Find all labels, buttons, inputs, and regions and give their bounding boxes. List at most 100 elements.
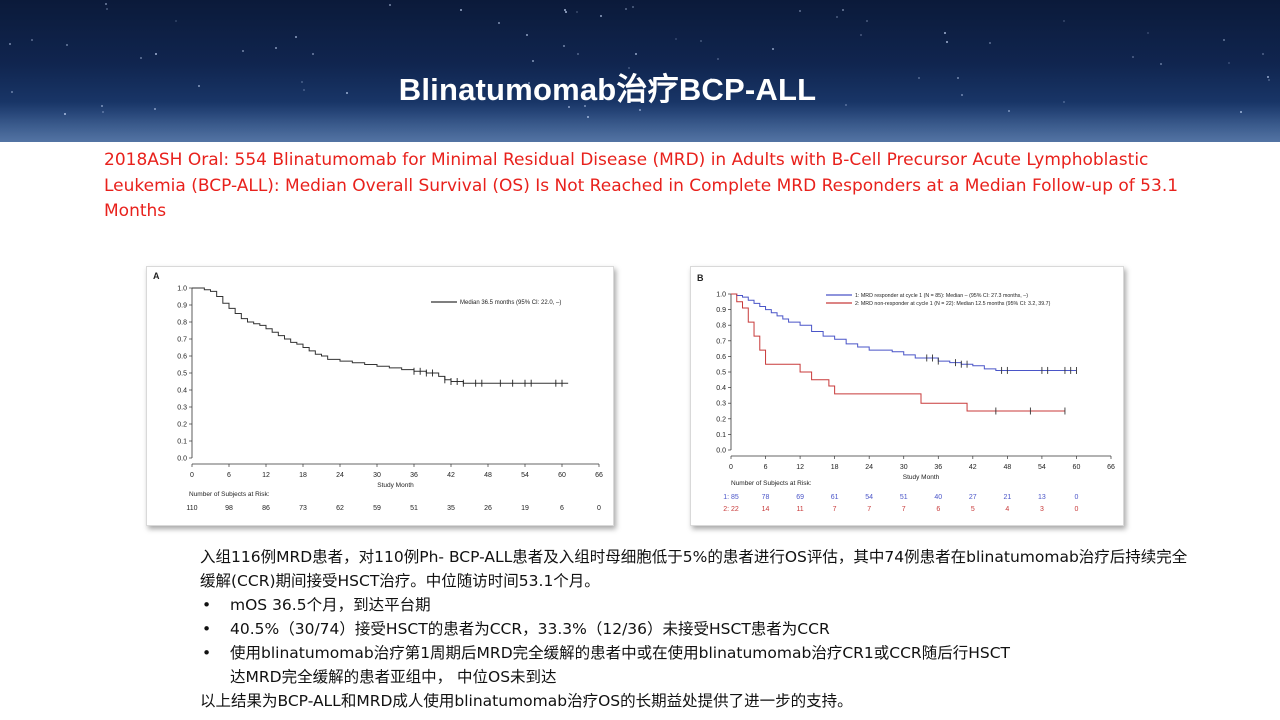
risk-value: 54 xyxy=(865,494,873,501)
star-decoration xyxy=(1131,56,1134,59)
risk-value: 40 xyxy=(934,494,942,501)
star-decoration xyxy=(1228,61,1231,64)
risk-value: 0 xyxy=(597,505,601,512)
star-decoration xyxy=(717,58,720,61)
x-axis-label: Study Month xyxy=(903,474,940,481)
x-tick-label: 42 xyxy=(969,464,977,471)
star-decoration xyxy=(798,10,801,13)
star-decoration xyxy=(625,7,628,10)
star-decoration xyxy=(101,111,104,114)
risk-value: 78 xyxy=(762,494,770,501)
x-tick-label: 24 xyxy=(336,472,344,479)
star-decoration xyxy=(527,81,530,84)
y-tick-label: 0.4 xyxy=(177,388,187,395)
star-decoration xyxy=(242,50,245,53)
star-decoration xyxy=(30,38,33,41)
star-decoration xyxy=(632,6,635,9)
legend-label: 2: MRD non-responder at cycle 1 (N = 22)… xyxy=(855,301,1051,307)
y-tick-label: 0.9 xyxy=(716,307,726,314)
risk-table-title: Number of Subjects at Risk: xyxy=(731,480,812,487)
notes-bullet-list: • mOS 36.5个月，到达平台期 • 40.5%（30/74）接受HSCT的患者… xyxy=(200,593,1200,689)
notes-bullet-text: 使用blinatumomab治疗第1周期后MRD完全缓解的患者中或在使用blin… xyxy=(230,644,1010,662)
x-tick-label: 30 xyxy=(900,464,908,471)
star-decoration xyxy=(139,57,142,60)
star-decoration xyxy=(174,19,177,22)
star-decoration xyxy=(859,33,862,36)
x-tick-label: 30 xyxy=(373,472,381,479)
star-decoration xyxy=(1147,31,1150,34)
risk-value: 51 xyxy=(900,494,908,501)
bullet-dot-icon: • xyxy=(202,644,212,662)
risk-value: 11 xyxy=(796,506,803,513)
x-tick-label: 36 xyxy=(410,472,418,479)
star-decoration xyxy=(302,89,305,92)
star-decoration xyxy=(1239,111,1242,114)
notes-intro: 入组116例MRD患者，对110例Ph- BCP-ALL患者及入组时母细胞低于5… xyxy=(200,548,1188,590)
risk-value: 14 xyxy=(762,506,770,513)
star-decoration xyxy=(8,43,11,46)
y-tick-label: 0.7 xyxy=(716,338,726,345)
risk-row-label: 2: 22 xyxy=(723,506,739,513)
bullet-dot-icon: • xyxy=(202,596,212,614)
risk-value: 110 xyxy=(186,505,197,512)
star-decoration xyxy=(64,112,67,115)
star-decoration xyxy=(960,93,963,96)
y-tick-label: 1.0 xyxy=(716,292,726,299)
x-tick-label: 54 xyxy=(521,472,529,479)
notes-bullet-text: mOS 36.5个月，到达平台期 xyxy=(230,596,431,614)
risk-value: 6 xyxy=(560,505,564,512)
star-decoration xyxy=(525,34,528,37)
x-tick-label: 66 xyxy=(595,472,603,479)
risk-value: 98 xyxy=(225,505,233,512)
star-decoration xyxy=(845,104,848,107)
risk-value: 6 xyxy=(936,506,940,513)
y-tick-label: 0.2 xyxy=(716,416,726,423)
star-decoration xyxy=(154,53,157,56)
risk-value: 19 xyxy=(521,505,529,512)
x-tick-label: 48 xyxy=(484,472,492,479)
x-tick-label: 42 xyxy=(447,472,455,479)
x-axis-label: Study Month xyxy=(377,482,414,489)
x-tick-label: 6 xyxy=(764,464,768,471)
star-decoration xyxy=(600,15,603,17)
star-decoration xyxy=(586,116,589,119)
y-tick-label: 0.9 xyxy=(177,303,187,310)
star-decoration xyxy=(497,22,500,25)
km-chart-panel-b: B 0.0 0.1 0.2 0.3 0.4 0.5 0.6 0.7 0.8 0.9 1.0 0 6 12 18… xyxy=(690,266,1124,526)
star-decoration xyxy=(576,52,579,55)
star-decoration xyxy=(841,9,844,12)
y-tick-label: 0.3 xyxy=(716,401,726,408)
star-decoration xyxy=(917,76,920,79)
star-decoration xyxy=(532,59,535,62)
risk-value: 51 xyxy=(410,505,418,512)
x-tick-label: 66 xyxy=(1107,464,1115,471)
x-tick-label: 60 xyxy=(558,472,566,479)
star-decoration xyxy=(675,37,678,40)
x-tick-label: 48 xyxy=(1003,464,1011,471)
star-decoration xyxy=(563,9,566,12)
star-decoration xyxy=(275,47,278,50)
y-tick-label: 0.3 xyxy=(177,405,187,412)
star-decoration xyxy=(956,76,959,79)
risk-value: 7 xyxy=(867,506,871,513)
star-decoration xyxy=(771,48,774,51)
y-tick-label: 0.8 xyxy=(716,323,726,330)
star-decoration xyxy=(700,39,703,42)
y-tick-label: 0.0 xyxy=(716,448,726,455)
y-tick-label: 0.5 xyxy=(716,370,726,377)
km-chart-b: B 0.0 0.1 0.2 0.3 0.4 0.5 0.6 0.7 0.8 0.9 1.0 0 6 12 18… xyxy=(697,273,1115,513)
x-tick-label: 36 xyxy=(934,464,942,471)
star-decoration xyxy=(1159,63,1162,66)
star-decoration xyxy=(460,9,463,12)
star-decoration xyxy=(389,3,392,6)
star-decoration xyxy=(1007,109,1010,112)
y-tick-label: 0.1 xyxy=(177,439,187,446)
header-banner xyxy=(0,0,1280,142)
notes-bullet-text: 40.5%（30/74）接受HSCT的患者为CCR，33.3%（12/36）未接… xyxy=(230,620,830,638)
risk-value: 86 xyxy=(262,505,270,512)
risk-value: 69 xyxy=(796,494,804,501)
summary-notes: 入组116例MRD患者，对110例Ph- BCP-ALL患者及入组时母细胞低于5… xyxy=(200,545,1200,713)
star-decoration xyxy=(294,35,297,38)
y-tick-label: 0.1 xyxy=(716,432,726,439)
star-decoration xyxy=(106,8,109,11)
